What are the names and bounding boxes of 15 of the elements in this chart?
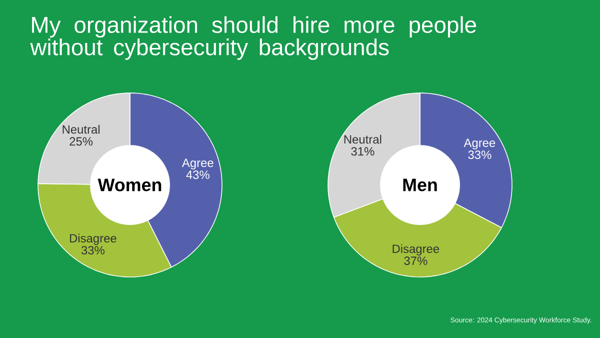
- slice-label: Neutral: [62, 124, 100, 134]
- slice-label: Disagree: [392, 244, 440, 256]
- slice-label: Agree: [182, 158, 214, 170]
- text: Men: [403, 178, 437, 192]
- slice-label: Agree: [464, 138, 496, 150]
- slice-label: Neutral: [344, 134, 382, 144]
- text: Women: [98, 178, 162, 192]
- data-label: 25%: [70, 137, 93, 146]
- slice-label: Disagree: [70, 234, 116, 245]
- data-label: 31%: [351, 147, 374, 156]
- chart-title: My organization should hire more people without cybersecurity backgrounds: [30, 16, 476, 60]
- data-label: 43%: [186, 170, 210, 180]
- data-label: 37%: [404, 256, 428, 265]
- data-label: 33%: [468, 150, 492, 160]
- data-label: 33%: [81, 246, 104, 254]
